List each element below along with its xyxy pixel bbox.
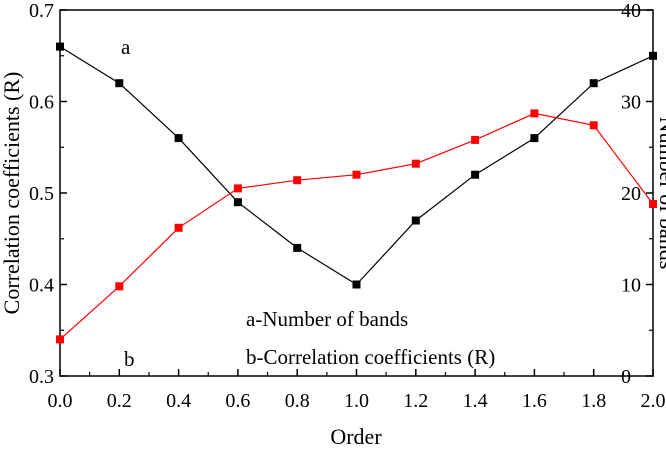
left-y-tick-label: 0.4 (29, 275, 54, 297)
right-y-tick-label: 10 (621, 275, 641, 297)
series-b-point (293, 176, 301, 184)
x-tick-label: 1.2 (403, 390, 428, 412)
series-b-point (471, 136, 479, 144)
x-tick-label: 0.4 (166, 390, 191, 412)
series-b-point (530, 109, 538, 117)
x-axis-title: Order (330, 424, 382, 449)
series-b-point (353, 171, 361, 179)
left-y-axis-title: Correlation coefficients (R) (0, 72, 24, 315)
x-tick-label: 1.0 (344, 390, 369, 412)
series-a-label: a (121, 35, 131, 59)
x-tick-label: 0.0 (48, 390, 73, 412)
series-b-point (56, 335, 64, 343)
right-y-tick-label: 30 (621, 92, 641, 114)
series-b-point (412, 160, 420, 168)
series-a-point (353, 281, 361, 289)
left-y-tick-label: 0.3 (29, 366, 54, 388)
left-y-tick-label: 0.6 (29, 92, 54, 114)
x-tick-label: 1.4 (463, 390, 488, 412)
series-b-point (234, 184, 242, 192)
series-b-point (590, 121, 598, 129)
left-y-axis-ticks: 0.3 0.4 0.5 0.6 0.7 (29, 0, 67, 388)
series-a-point (590, 79, 598, 87)
left-y-tick-label: 0.5 (29, 183, 54, 205)
right-y-tick-label: 0 (621, 366, 631, 388)
x-tick-label: 2.0 (641, 390, 666, 412)
series-lines (60, 47, 653, 340)
series-b-point (115, 282, 123, 290)
series-markers (56, 43, 657, 344)
left-y-tick-label: 0.7 (29, 0, 54, 22)
series-a-line (60, 47, 653, 285)
annotation-a: a-Number of bands (246, 307, 408, 331)
right-y-tick-label: 40 (621, 0, 641, 22)
series-b-line (60, 113, 653, 339)
series-b-point (175, 224, 183, 232)
x-tick-label: 0.2 (107, 390, 132, 412)
series-b-label: b (124, 347, 135, 371)
x-tick-label: 1.8 (581, 390, 606, 412)
x-tick-label: 1.6 (522, 390, 547, 412)
series-a-point (471, 171, 479, 179)
series-a-point (530, 134, 538, 142)
series-a-point (115, 79, 123, 87)
series-a-point (293, 244, 301, 252)
series-a-point (175, 134, 183, 142)
right-y-tick-label: 20 (621, 183, 641, 205)
annotation-b: b-Correlation coefficients (R) (246, 345, 495, 369)
series-a-point (412, 217, 420, 225)
series-a-point (234, 198, 242, 206)
series-a-point (56, 43, 64, 51)
x-tick-label: 0.8 (285, 390, 310, 412)
x-tick-label: 0.6 (225, 390, 250, 412)
series-a-point (649, 52, 657, 60)
right-y-axis-title: Number of bands (655, 117, 666, 270)
